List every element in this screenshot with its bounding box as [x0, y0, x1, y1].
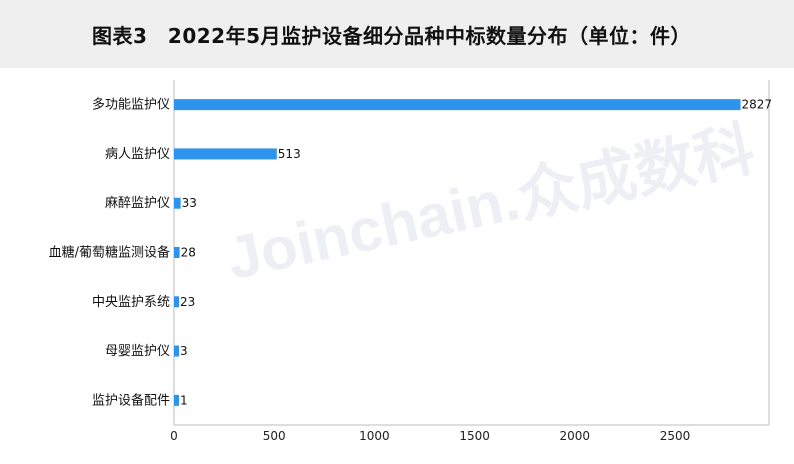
bar [174, 197, 181, 209]
x-tick-label: 1000 [359, 429, 390, 443]
data-label: 1 [180, 393, 188, 407]
bar [174, 99, 741, 111]
title-bar: 图表3 2022年5月监护设备细分品种中标数量分布（单位：件） [0, 0, 794, 68]
category-label: 血糖/葡萄糖监测设备 [49, 245, 170, 261]
x-tick-label: 1500 [459, 429, 490, 443]
data-label: 2827 [742, 98, 773, 112]
category-label: 母婴监护仪 [105, 344, 170, 359]
data-label: 33 [182, 196, 197, 210]
data-label: 23 [180, 295, 195, 309]
x-tick-label: 2000 [560, 429, 591, 443]
category-label: 中央监护系统 [92, 295, 170, 310]
category-label: 监护设备配件 [92, 392, 170, 408]
data-label: 3 [180, 344, 188, 358]
category-label: 多功能监护仪 [92, 97, 170, 113]
data-label: 28 [181, 246, 196, 260]
x-tick-label: 0 [170, 429, 178, 443]
bar [174, 247, 180, 258]
x-tick-label: 500 [263, 429, 286, 443]
bar [174, 296, 179, 308]
category-label: 麻醉监护仪 [105, 195, 170, 211]
bar [174, 394, 179, 406]
chart-title: 图表3 2022年5月监护设备细分品种中标数量分布（单位：件） [92, 24, 691, 48]
bar [174, 345, 179, 357]
data-label: 513 [278, 147, 301, 161]
plot-area: 0 500 1000 1500 2000 2500 多功能监护仪 2827 病人监护仪 513 麻醉… [49, 80, 772, 443]
category-label: 病人监护仪 [105, 147, 170, 162]
bar [174, 148, 277, 160]
x-tick-label: 2500 [660, 429, 691, 443]
